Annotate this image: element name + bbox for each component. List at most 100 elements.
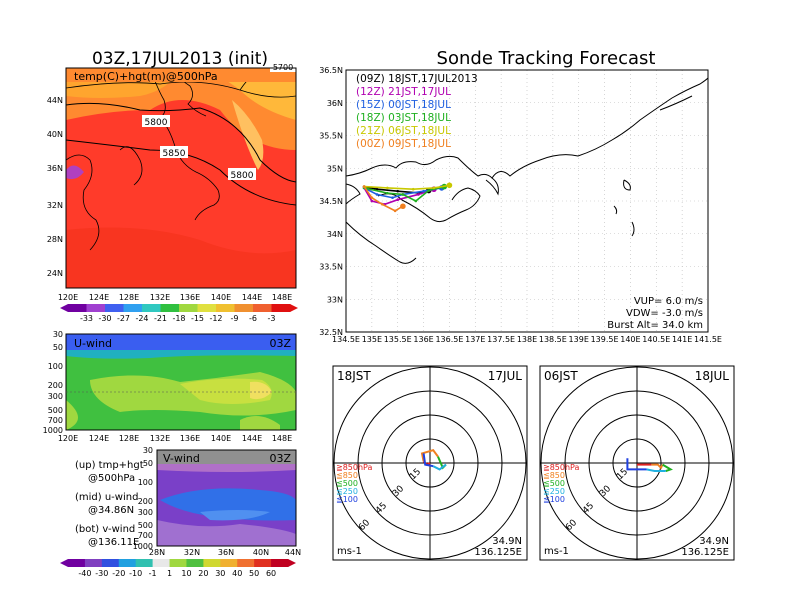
track-point [411, 187, 415, 191]
hodo-date: 17JUL [488, 369, 523, 383]
colorbar-arrow-left [60, 559, 68, 567]
colorbar-swatch [220, 559, 238, 567]
layer-label: ≦500 [543, 479, 565, 488]
lon-label: 132E [150, 434, 170, 443]
wind-colorbar: -40 -30 -20 -10 -1 1 10 20 30 40 50 60 [60, 559, 296, 578]
colorbar-tick-label: 50 [249, 569, 259, 578]
layer-label: ≧850hPa [543, 463, 580, 472]
lon-label: 140E [211, 434, 231, 443]
colorbar-swatch [234, 304, 254, 312]
right-title: Sonde Tracking Forecast [437, 48, 656, 69]
note-line: (bot) v-wind [75, 524, 135, 535]
colorbar-swatch [160, 304, 180, 312]
lon-label: 136E [413, 335, 433, 344]
track-point [396, 189, 400, 193]
launch-entry: (18Z) 03JST,18JUL [356, 112, 451, 124]
colorbar-swatch [84, 559, 103, 567]
colorbar-tick-label: -10 [129, 569, 142, 578]
p-label: 50 [143, 459, 153, 468]
note-line: (mid) u-wind [75, 492, 138, 503]
colorbar-tick-label: -30 [95, 569, 108, 578]
colorbar-tick-label: -33 [80, 314, 93, 323]
colorbar-swatch [203, 559, 221, 567]
lon-label: 144E [242, 293, 262, 302]
colorbar-tick-label: -18 [172, 314, 185, 323]
track-point [396, 198, 400, 201]
p-label: 50 [53, 343, 63, 352]
coastline [346, 221, 417, 264]
lon-label: 137.5E [487, 335, 515, 344]
launch-legend: (09Z) 18JST,17JUL2013 (12Z) 21JST,17JUL … [356, 73, 478, 150]
launch-entry: (00Z) 09JST,18JUL [356, 138, 451, 150]
launch-entry: (15Z) 00JST,18JUL [356, 99, 451, 111]
u-wind-panel: U-wind 03Z 30 50 100 200 300 500 700 100… [43, 330, 297, 443]
p-label: 700 [48, 416, 63, 425]
colorbar-tick-label: -3 [268, 314, 276, 323]
coastline [659, 95, 693, 111]
lon-label: 136.5E [435, 335, 463, 344]
lat-label: 40N [253, 548, 269, 557]
lon-label: 124E [89, 293, 109, 302]
v-wind-time: 03Z [269, 452, 291, 465]
hodo-segment [420, 449, 439, 462]
coastline [613, 205, 618, 215]
p-label: 300 [48, 392, 63, 401]
colorbar-swatch [118, 559, 137, 567]
colorbar-swatch [197, 304, 217, 312]
corner-contour-label: 5700 [273, 63, 293, 72]
colorbar-tick-label: -20 [112, 569, 125, 578]
colorbar-tick-label: 40 [232, 569, 242, 578]
colorbar-swatch [271, 559, 289, 567]
note-line: @34.86N [88, 505, 134, 516]
lon-label: 128E [119, 293, 139, 302]
track-point [400, 203, 406, 210]
p-label: 100 [48, 362, 63, 371]
temp-map-lon-labels: 120E 124E 128E 132E 136E 140E 144E 148E [58, 293, 292, 302]
layer-label: ≦500 [336, 479, 358, 488]
track-point [375, 193, 379, 196]
u-wind-lon-labels: 120E 124E 128E 132E 136E 140E 144E 148E [58, 434, 292, 443]
temp-map-panel: temp(C)+hgt(m)@500hPa 5700 5800 5850 580… [47, 63, 297, 302]
lon-label: 139E [569, 335, 589, 344]
lon-label: 120E [58, 293, 78, 302]
lat-label: 24N [47, 269, 63, 278]
colorbar-swatch [86, 304, 106, 312]
lon-label: 137E [465, 335, 485, 344]
temp-map-label: temp(C)+hgt(m)@500hPa [74, 70, 218, 83]
colorbar-swatch [101, 559, 120, 567]
layer-label: ≦850 [336, 471, 358, 480]
colorbar-swatch [123, 304, 143, 312]
hodo-lat: 34.9N [492, 536, 522, 547]
colorbar-swatch [68, 559, 86, 567]
temp-map-lat-labels: 44N 40N 36N 32N 28N 24N [47, 96, 63, 278]
lon-label: 138E [517, 335, 537, 344]
layer-legend: ≧850hPa ≦850 ≦500 ≦250 ≦100 [336, 463, 373, 504]
colorbar-swatch [254, 559, 272, 567]
p-label: 500 [138, 521, 153, 530]
note-line: @500hPa [88, 473, 135, 484]
lon-label: 138.5E [539, 335, 567, 344]
colorbar-swatch [271, 304, 291, 312]
lat-label: 44N [47, 96, 63, 105]
track-map-panel: 36.5N 36N 35.5N 35N 34.5N 34N 33.5N 33N 32.5N 13… [319, 66, 722, 344]
colorbar-tick-label: -6 [249, 314, 257, 323]
p-label: 30 [143, 446, 153, 455]
layer-legend: ≧850hPa ≦850 ≦500 ≦250 ≦100 [543, 463, 580, 504]
contour-label-1: 5800 [145, 118, 168, 128]
lat-label: 32N [184, 548, 200, 557]
p-label: 1000 [133, 542, 153, 551]
launch-entry: (09Z) 18JST,17JUL2013 [356, 73, 478, 85]
layer-label: ≦250 [543, 487, 565, 496]
track-point [427, 189, 431, 192]
track-point [422, 189, 425, 193]
contour-label-3: 5800 [231, 171, 254, 181]
note-line: (up) tmp+hgt [75, 460, 144, 471]
hodo-lon: 136.125E [474, 547, 522, 558]
layer-label: ≦250 [336, 487, 358, 496]
colorbar-arrow-left [60, 304, 68, 312]
layer-label: ≦100 [543, 495, 565, 504]
track-point [417, 193, 420, 196]
lon-label: 120E [58, 434, 78, 443]
v-wind-label: V-wind [163, 452, 200, 465]
